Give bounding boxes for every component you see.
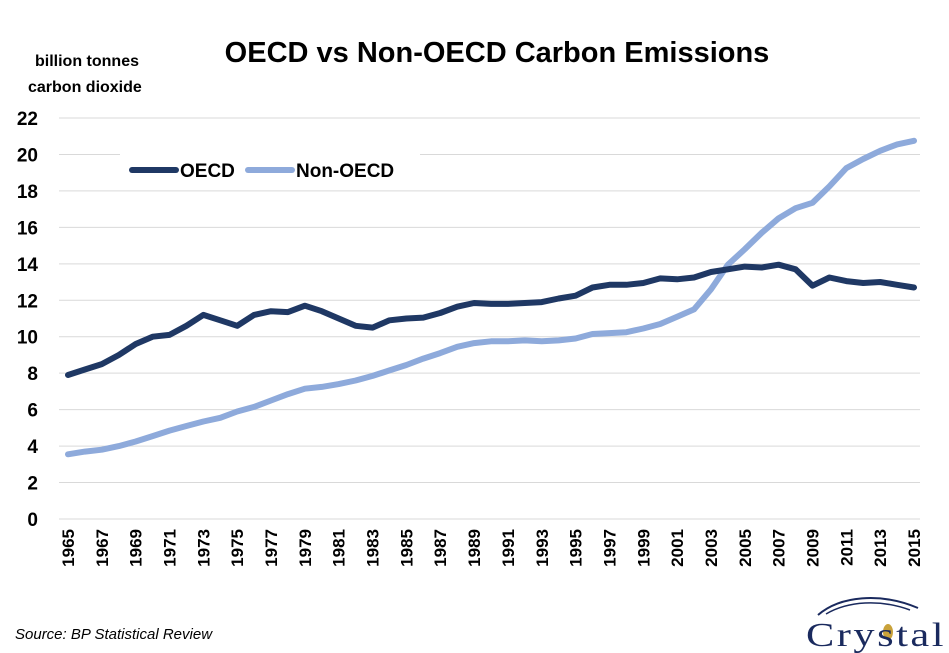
- x-tick-label: 2011: [837, 529, 856, 566]
- y-tick-label: 20: [17, 145, 38, 166]
- x-tick-label: 2003: [702, 529, 721, 567]
- y-tick-label: 10: [17, 328, 38, 349]
- y-tick-label: 4: [27, 437, 38, 458]
- x-tick-label: 2007: [770, 529, 789, 567]
- x-tick-label: 1983: [364, 529, 383, 567]
- logo-text: Crystal: [806, 617, 946, 653]
- x-tick-label: 1967: [93, 529, 112, 567]
- y-tick-label: 12: [17, 291, 38, 312]
- y-axis-label-line-2: carbon dioxide: [28, 79, 142, 96]
- x-tick-label: 1969: [127, 529, 146, 567]
- x-tick-label: 2001: [668, 529, 687, 567]
- legend: OECD Non-OECD: [120, 152, 420, 188]
- y-tick-label: 22: [17, 109, 38, 130]
- y-tick-label: 14: [17, 255, 39, 276]
- x-tick-label: 1977: [262, 529, 281, 567]
- y-axis-label-line-1: billion tonnes: [35, 53, 139, 70]
- logo-swoosh: [817, 597, 919, 616]
- x-axis-ticks: 1965 1967 1969 1971 1973 1975 1977 1979 1981 1983…: [59, 529, 924, 567]
- x-tick-label: 1981: [330, 529, 349, 567]
- series-line-oecd: [65, 261, 917, 378]
- y-tick-label: 18: [17, 182, 38, 203]
- series-line-non-oecd: [65, 137, 917, 458]
- x-tick-label: 1991: [499, 529, 518, 567]
- x-tick-label: 1973: [194, 529, 213, 567]
- x-tick-label: 2005: [736, 529, 755, 567]
- logo-swoosh-inner: [825, 602, 911, 615]
- x-tick-label: 1989: [465, 529, 484, 567]
- x-tick-label: 1999: [634, 529, 653, 567]
- legend-label: Non-OECD: [296, 161, 394, 182]
- x-tick-label: 1975: [228, 529, 247, 567]
- y-tick-label: 0: [27, 510, 38, 531]
- x-tick-label: 1997: [600, 529, 619, 567]
- y-tick-label: 8: [27, 364, 38, 385]
- crystal-logo: Crystal: [806, 597, 946, 653]
- y-tick-label: 16: [17, 218, 38, 239]
- x-tick-label: 1995: [567, 529, 586, 567]
- series-lines: [65, 137, 917, 458]
- x-tick-label: 1971: [161, 529, 180, 567]
- x-tick-label: 1987: [431, 529, 450, 567]
- x-tick-label: 2009: [803, 529, 822, 567]
- y-tick-label: 6: [27, 401, 38, 422]
- x-tick-label: 1993: [533, 529, 552, 567]
- x-tick-label: 2013: [871, 529, 890, 567]
- x-tick-label: 1979: [296, 529, 315, 567]
- chart-title: OECD vs Non-OECD Carbon Emissions: [225, 37, 770, 69]
- y-tick-label: 2: [27, 474, 38, 495]
- y-axis-ticks: 0 2 4 6 8 10 12 14 16 18 20 22: [17, 109, 39, 531]
- x-tick-label: 2015: [905, 529, 924, 567]
- legend-label: OECD: [180, 161, 235, 182]
- x-tick-label: 1965: [59, 529, 78, 567]
- source-note: Source: BP Statistical Review: [15, 626, 213, 643]
- logo-droplet: [883, 624, 893, 640]
- x-tick-label: 1985: [397, 529, 416, 567]
